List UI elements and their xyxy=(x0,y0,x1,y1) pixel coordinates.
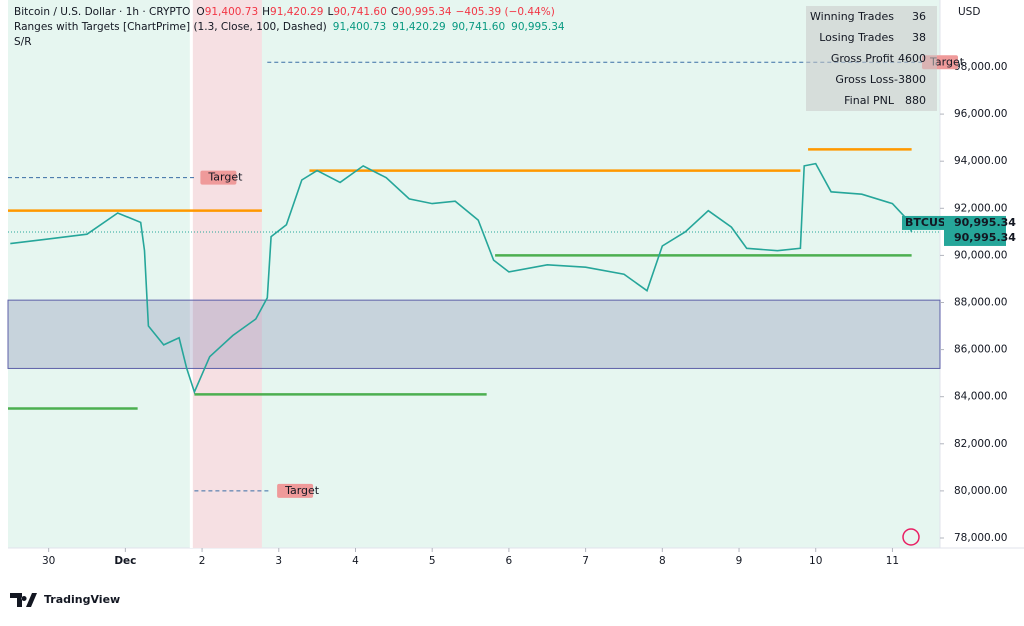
flash-icon xyxy=(902,528,920,546)
x-tick-label: Dec xyxy=(114,555,136,567)
price-tag xyxy=(944,215,1006,246)
x-tick-label: 3 xyxy=(275,555,282,567)
ticker-tag xyxy=(902,215,944,230)
ohlc-value: 91,420.29 xyxy=(270,6,323,18)
x-tick-label: 11 xyxy=(886,555,899,567)
ohlc-key: O xyxy=(196,6,204,18)
indicator-line: Ranges with Targets [ChartPrime] (1.3, C… xyxy=(14,21,565,33)
target-tag xyxy=(277,483,314,498)
stats-value: 38 xyxy=(912,31,926,44)
x-tick-label: 5 xyxy=(429,555,436,567)
y-tick-label: 90,000.00 xyxy=(954,249,1007,261)
indicator-value: 90,741.60 xyxy=(452,21,505,33)
stats-label: Losing Trades xyxy=(819,31,894,44)
ticker-label: BTCUSD xyxy=(905,216,955,229)
x-tick-label: 7 xyxy=(582,555,589,567)
stats-panel xyxy=(806,6,937,111)
x-tick-label: 6 xyxy=(506,555,513,567)
x-tick-label: 30 xyxy=(42,555,55,567)
plot-background xyxy=(8,0,940,548)
stats-label: Gross Profit xyxy=(831,52,895,65)
y-tick-label: 82,000.00 xyxy=(954,438,1007,450)
y-tick-label: 86,000.00 xyxy=(954,344,1007,356)
range-box xyxy=(7,299,941,369)
stats-value: -3800 xyxy=(894,73,926,86)
symbol: Bitcoin / U.S. Dollar · 1h · CRYPTO xyxy=(14,6,190,18)
stats-value: 4600 xyxy=(898,52,926,65)
highlight-zone xyxy=(191,0,262,548)
ohlc-value: 90,995.34 xyxy=(398,6,452,18)
indicator-value: 90,995.34 xyxy=(511,21,565,33)
currency: USD xyxy=(958,6,980,18)
indicator2: S/R xyxy=(14,36,32,48)
x-tick-label: 4 xyxy=(352,555,359,567)
stats-label: Final PNL xyxy=(844,94,895,107)
indicator: Ranges with Targets [ChartPrime] (1.3, C… xyxy=(14,21,327,33)
target-label: Target xyxy=(929,55,965,68)
y-tick-label: 98,000.00 xyxy=(954,61,1007,73)
ohlc-key: H xyxy=(262,6,270,18)
brand: TradingView xyxy=(44,593,120,606)
y-tick-label: 78,000.00 xyxy=(954,532,1007,544)
y-tick-label: 96,000.00 xyxy=(954,108,1007,120)
stats-label: Winning Trades xyxy=(810,10,894,23)
change: −405.39 (−0.44%) xyxy=(456,6,555,18)
target-label: Target xyxy=(207,171,243,184)
y-tick-label: 94,000.00 xyxy=(954,155,1007,167)
target-label: Target xyxy=(284,484,320,497)
y-tick-label: 92,000.00 xyxy=(954,202,1007,214)
target-tag xyxy=(200,170,237,185)
y-tick-label: 80,000.00 xyxy=(954,485,1007,497)
indicator-value: 91,400.73 xyxy=(333,21,386,33)
y-tick-label: 88,000.00 xyxy=(954,296,1007,308)
stats-value: 36 xyxy=(912,10,926,23)
indicator-value: 91,420.29 xyxy=(392,21,445,33)
x-tick-label: 2 xyxy=(199,555,206,567)
price-label: 90,995.34 xyxy=(954,216,1016,229)
ohlc-value: 91,400.73 xyxy=(205,6,258,18)
stats-label: Gross Loss xyxy=(835,73,894,86)
price-line xyxy=(10,162,913,395)
ohlc-key: C xyxy=(391,6,398,18)
y-tick-label: 84,000.00 xyxy=(954,391,1007,403)
price-label: 90,995.34 xyxy=(954,231,1016,244)
ohlc-key: L xyxy=(328,6,334,18)
x-tick-label: 10 xyxy=(809,555,822,567)
x-tick-label: 8 xyxy=(659,555,666,567)
header-line: Bitcoin / U.S. Dollar · 1h · CRYPTO O91,4… xyxy=(14,6,555,18)
stats-value: 880 xyxy=(905,94,926,107)
brand-logo xyxy=(10,593,37,607)
ohlc-value: 90,741.60 xyxy=(333,6,386,18)
x-tick-label: 9 xyxy=(736,555,743,567)
